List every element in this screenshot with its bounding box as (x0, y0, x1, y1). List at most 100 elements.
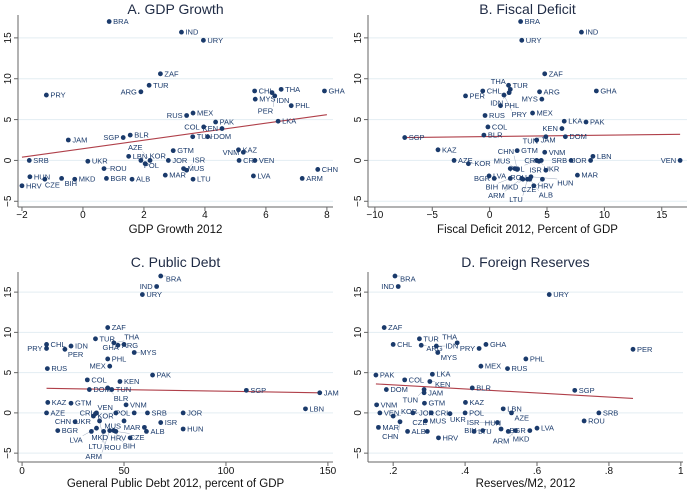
data-point-jam (317, 390, 323, 396)
point-label-tur: TUR (423, 334, 439, 343)
data-point-hrv (436, 435, 441, 441)
data-point-tur (506, 82, 511, 88)
point-label-phl: PHL (295, 101, 310, 110)
data-point-col (201, 124, 207, 130)
point-label-aze: AZE (51, 408, 66, 417)
data-point-chl (480, 88, 486, 94)
data-point-kaz (45, 400, 51, 405)
data-point-dom (562, 134, 568, 140)
x-tick-label: 100 (218, 466, 235, 477)
data-point-aze (147, 158, 153, 163)
data-point-per (463, 93, 468, 99)
data-point-lbn (500, 406, 506, 412)
data-point-kaz (435, 147, 441, 153)
data-point-aze (509, 410, 514, 416)
data-point-lva (534, 425, 540, 431)
point-label-arm: ARM (493, 436, 510, 445)
point-label-mus: MUS (430, 416, 447, 425)
data-point-hrv (531, 183, 537, 189)
point-label-mys: MYS (522, 95, 538, 104)
data-point-chn (514, 167, 520, 172)
point-label-tun: TUN (116, 385, 131, 394)
point-label-dom: DOM (214, 132, 232, 141)
chart-title: C. Public Debt (131, 254, 221, 270)
data-point-gha (121, 342, 127, 347)
y-tick-label: 5 (353, 116, 364, 122)
point-label-col: COL (492, 122, 507, 131)
point-label-per: PER (637, 345, 653, 354)
data-point-jam (534, 137, 540, 143)
y-tick-label: −5 (353, 195, 364, 207)
data-point-pak (373, 372, 379, 378)
data-point-ury (519, 37, 525, 43)
point-label-ury: URY (526, 36, 542, 45)
point-label-gha: GHA (600, 86, 616, 95)
point-label-gtm: GTM (428, 399, 445, 408)
data-point-mkd (88, 429, 94, 434)
data-point-kor (466, 161, 471, 167)
data-point-aze (44, 410, 49, 416)
x-axis-label: Fiscal Deficit 2012, Percent of GDP (437, 224, 618, 236)
data-point-ukr (93, 411, 98, 417)
x-tick-label: .6 (533, 466, 542, 477)
point-label-lka: LKA (568, 117, 582, 126)
point-label-ken: KEN (124, 377, 139, 386)
point-label-mar: MAR (169, 171, 186, 180)
data-point-gha (593, 88, 599, 94)
y-tick-label: −5 (3, 447, 14, 459)
data-point-ind (154, 284, 160, 289)
point-label-ury: URY (553, 290, 569, 299)
point-label-tha: THA (442, 332, 457, 341)
data-point-arg (115, 342, 121, 348)
data-point-ltu (190, 176, 196, 182)
point-label-per: PER (470, 91, 486, 100)
point-label-pol: POL (144, 161, 159, 170)
point-label-isr: ISR (467, 418, 480, 427)
data-point-mys (539, 96, 545, 102)
data-point-isr (158, 420, 164, 425)
data-point-bgr (104, 176, 109, 181)
point-label-mex: MEX (485, 362, 501, 371)
point-label-bra: BRA (525, 17, 540, 26)
point-label-ind: IND (140, 282, 154, 291)
y-tick-label: 10 (353, 326, 364, 338)
data-point-chn (72, 419, 78, 425)
point-label-bra: BRA (166, 275, 181, 284)
data-point-blr (481, 132, 487, 138)
x-tick-label: −5 (427, 210, 439, 221)
data-point-rou (97, 418, 102, 424)
point-label-mex: MEX (197, 109, 213, 118)
data-point-mys (131, 350, 137, 355)
data-point-ltu (471, 429, 477, 434)
point-label-ltu: LTU (478, 427, 492, 436)
x-tick-label: 10 (599, 210, 611, 221)
fit-line (46, 387, 320, 394)
point-label-hrv: HRV (110, 433, 126, 442)
data-point-cze (424, 429, 430, 434)
point-label-isr: ISR (529, 166, 542, 175)
point-label-zaf: ZAF (549, 69, 564, 78)
data-point-chl (44, 342, 49, 347)
point-label-dom: DOM (569, 132, 587, 141)
point-label-rou: ROU (588, 416, 605, 425)
point-label-ken: KEN (203, 124, 218, 133)
point-label-tun: TUN (403, 395, 418, 404)
point-label-col: COL (91, 375, 106, 384)
point-label-col: COL (184, 122, 199, 131)
x-tick-label: −10 (366, 210, 383, 221)
data-point-srb (568, 158, 574, 163)
point-label-isr: ISR (165, 418, 178, 427)
point-label-sgp: SGP (579, 386, 595, 395)
y-tick-label: 10 (3, 326, 14, 338)
data-point-kaz (236, 147, 241, 153)
data-point-mar (142, 424, 147, 430)
point-label-chl: CHL (259, 86, 274, 95)
point-label-ven: VEN (661, 156, 676, 165)
point-label-mar: MAR (382, 423, 399, 432)
point-label-ukr: UKR (75, 417, 91, 426)
panel-fiscal-deficit: −5 0 5 10 15 −10 −5 0 5 10 15 B. Fiscal Deficit Fisc… (350, 0, 700, 245)
point-label-mus: MUS (494, 156, 511, 165)
data-point-tur (146, 82, 152, 88)
data-point-tha (278, 86, 284, 92)
